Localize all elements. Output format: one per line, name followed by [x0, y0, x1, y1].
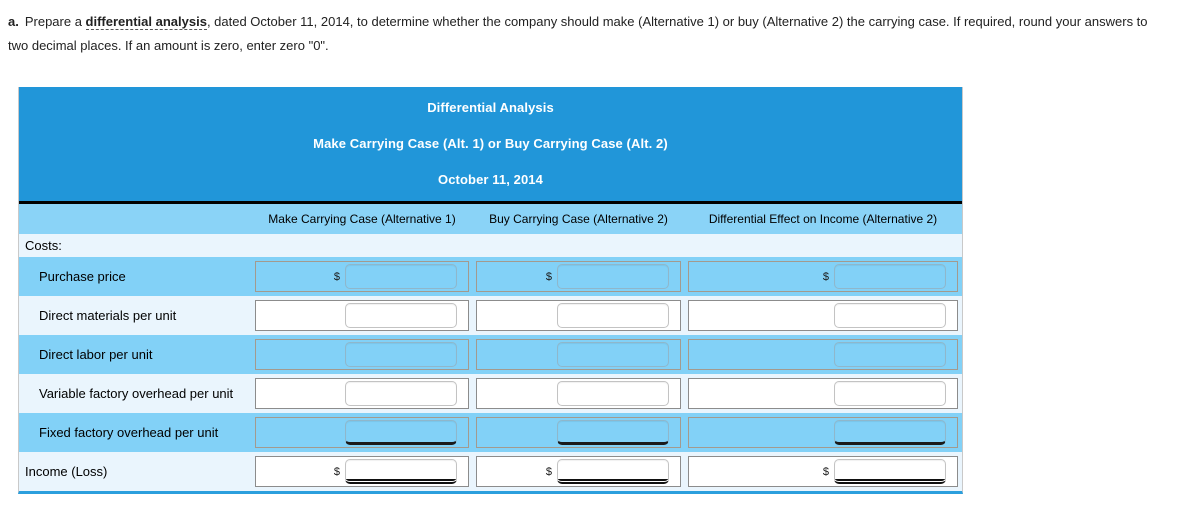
amount-cell: $ — [476, 456, 681, 487]
amount-cell: $ — [255, 417, 469, 448]
amount-input[interactable] — [345, 381, 457, 406]
column-header-differential: Differential Effect on Income (Alternati… — [708, 212, 938, 226]
table-rows: Purchase price $ $ $ Direct materials pe… — [19, 257, 962, 491]
amount-cell: $ — [476, 417, 681, 448]
section-label: Costs: — [25, 238, 62, 253]
table-row: Direct materials per unit $ $ $ — [19, 296, 962, 335]
amount-input[interactable] — [345, 264, 457, 289]
amount-cell: $ — [255, 261, 469, 292]
amount-cell: $ — [255, 300, 469, 331]
amount-cell: $ — [255, 378, 469, 409]
amount-cell: $ — [255, 456, 469, 487]
amount-cell: $ — [688, 339, 958, 370]
row-label: Direct materials per unit — [39, 308, 177, 323]
instruction-text: a. Prepare a differential analysis, dated… — [8, 10, 1170, 58]
amount-cell: $ — [688, 261, 958, 292]
amount-cell: $ — [688, 300, 958, 331]
amount-cell: $ — [476, 261, 681, 292]
column-header-row: Make Carrying Case (Alternative 1) Buy C… — [19, 201, 962, 234]
dollar-sign: $ — [822, 270, 829, 283]
row-label: Purchase price — [39, 269, 126, 284]
table-date: October 11, 2014 — [438, 172, 543, 187]
differential-analysis-table: Differential Analysis Make Carrying Case… — [18, 87, 963, 494]
dollar-sign: $ — [333, 270, 340, 283]
amount-cell: $ — [688, 417, 958, 448]
table-title: Differential Analysis — [427, 100, 554, 115]
column-header-buy: Buy Carrying Case (Alternative 2) — [489, 212, 668, 226]
row-label: Variable factory overhead per unit — [39, 386, 234, 401]
column-header-make: Make Carrying Case (Alternative 1) — [268, 212, 456, 226]
item-label: a. — [8, 14, 19, 29]
page: a. Prepare a differential analysis, dated… — [0, 10, 1180, 494]
amount-input[interactable] — [345, 459, 457, 484]
table-row: Income (Loss) $ $ $ — [19, 452, 962, 491]
table-row: Purchase price $ $ $ — [19, 257, 962, 296]
row-label: Income (Loss) — [25, 464, 108, 479]
amount-cell: $ — [476, 378, 681, 409]
section-row-costs: Costs: — [19, 234, 962, 257]
table-row: Variable factory overhead per unit $ $ $ — [19, 374, 962, 413]
amount-cell: $ — [688, 456, 958, 487]
dollar-sign: $ — [333, 465, 340, 478]
amount-input[interactable] — [345, 342, 457, 367]
dollar-sign: $ — [822, 465, 829, 478]
amount-input[interactable] — [557, 264, 669, 289]
table-title-block: Differential Analysis Make Carrying Case… — [19, 87, 962, 201]
amount-input[interactable] — [834, 420, 946, 445]
amount-input[interactable] — [834, 264, 946, 289]
amount-input[interactable] — [345, 303, 457, 328]
dollar-sign: $ — [545, 465, 552, 478]
instruction-before-term: Prepare a — [24, 14, 86, 29]
dollar-sign: $ — [545, 270, 552, 283]
amount-cell: $ — [688, 378, 958, 409]
amount-input[interactable] — [557, 420, 669, 445]
row-label: Fixed factory overhead per unit — [39, 425, 219, 440]
amount-input[interactable] — [557, 381, 669, 406]
amount-cell: $ — [476, 339, 681, 370]
table-row: Fixed factory overhead per unit $ $ $ — [19, 413, 962, 452]
amount-cell: $ — [255, 339, 469, 370]
amount-input[interactable] — [834, 459, 946, 484]
amount-input[interactable] — [834, 303, 946, 328]
amount-cell: $ — [476, 300, 681, 331]
amount-input[interactable] — [345, 420, 457, 445]
row-label: Direct labor per unit — [39, 347, 153, 362]
table-row: Direct labor per unit $ $ $ — [19, 335, 962, 374]
amount-input[interactable] — [557, 342, 669, 367]
amount-input[interactable] — [834, 381, 946, 406]
instruction-after-term: , dated October 11, 2014, to determine w… — [8, 14, 1148, 53]
table-subtitle: Make Carrying Case (Alt. 1) or Buy Carry… — [313, 136, 668, 151]
amount-input[interactable] — [557, 303, 669, 328]
amount-input[interactable] — [834, 342, 946, 367]
amount-input[interactable] — [557, 459, 669, 484]
glossary-term-link[interactable]: differential analysis — [85, 14, 207, 30]
